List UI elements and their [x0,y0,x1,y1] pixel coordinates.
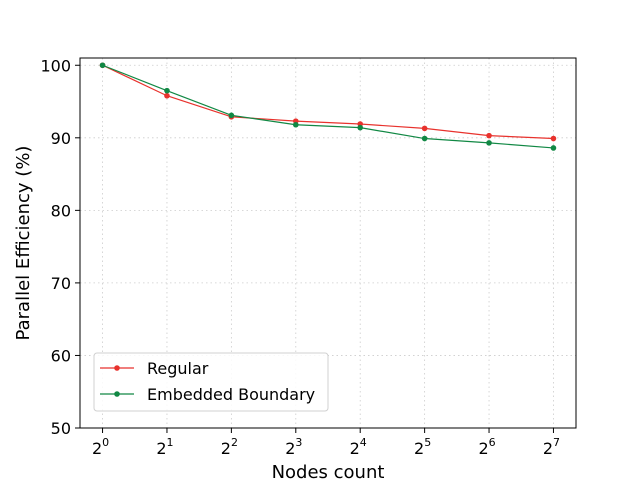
series-1 [99,62,557,151]
data-point [421,135,428,142]
data-point [228,112,235,119]
series-layer [99,62,557,151]
x-axis-title: Nodes count [272,462,385,480]
data-point [99,62,106,69]
y-axis-title: Parallel Efficiency (%) [13,146,34,341]
data-point [164,92,170,99]
series-line [102,64,554,149]
y-tick-label: 80 [51,201,71,220]
data-point [292,121,299,128]
series-line [102,64,554,140]
data-point [164,87,170,94]
legend: Regular Embedded Boundary [93,352,329,412]
legend-label: Embedded Boundary [147,385,315,404]
data-point [550,145,557,151]
legend-box [93,352,329,412]
data-point [421,125,428,132]
y-tick-label: 50 [51,419,71,438]
plot-frame [79,57,577,429]
y-tick-label: 60 [51,346,71,365]
legend-label: Regular [147,359,209,378]
legend-swatch-marker [114,391,120,397]
y-tick-label: 70 [51,274,71,293]
data-point [550,135,557,142]
data-point [486,140,492,146]
data-point [357,124,364,131]
data-point [486,132,492,139]
y-tick-label: 100 [40,56,71,75]
legend-swatch-marker [114,365,120,371]
y-tick-label: 90 [51,129,71,148]
